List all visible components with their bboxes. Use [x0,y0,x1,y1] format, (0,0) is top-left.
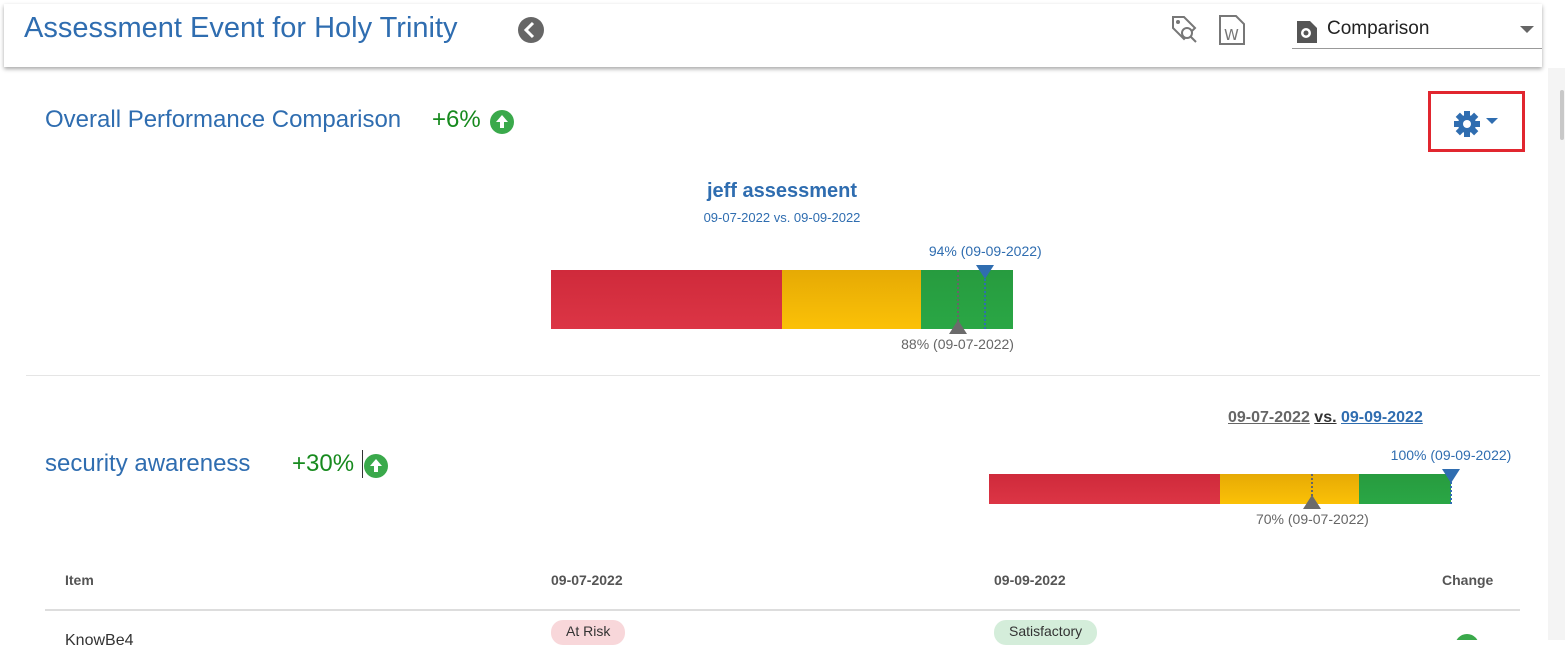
dropdown-icon [1297,21,1317,43]
caret [1520,26,1534,33]
marker-label: 70% (09-07-2022) [1255,511,1369,527]
back-button[interactable] [518,17,546,45]
view-dropdown[interactable]: Comparison [1292,12,1542,49]
comparison-dates: 09-07-2022 vs. 09-09-2022 [1228,409,1423,427]
column-header: Change [1442,572,1494,588]
band-at-risk [989,474,1220,504]
page-title: Assessment Event for Holy Trinity [24,12,458,44]
gauge: 70% (09-07-2022) 100% (09-09-2022) [989,447,1511,527]
band-at-risk [551,270,782,329]
marker-label: 88% (09-07-2022) [901,336,1014,352]
header: Assessment Event for Holy Trinity W Comp… [4,4,1542,67]
column-header: 09-07-2022 [551,572,623,588]
band-satisfactory [920,270,1013,329]
up-icon [364,454,388,478]
divider [26,375,1540,376]
status-pill: At Risk [551,620,626,645]
marker-label: 94% (09-09-2022) [928,243,1042,259]
vs: vs. [1314,409,1337,426]
table-rule [45,609,1520,611]
date-link[interactable]: 09-09-2022 [1341,409,1423,426]
column-header: Item [65,572,94,588]
chart-title: jeff assessment [706,180,858,202]
chart-subtitle: 09-07-2022 vs. 09-09-2022 [703,210,861,225]
band-warning [782,270,921,329]
change-icon [1456,634,1478,640]
change: +6% [432,106,481,133]
scroll-thumb[interactable] [1560,90,1564,140]
highlight-box [1428,91,1525,152]
cell-item: KnowBe4 [65,632,134,649]
scrollbar [1548,68,1565,640]
column-header: 09-09-2022 [994,572,1066,588]
dropdown-value: Comparison [1327,18,1430,39]
tag-search-icon[interactable] [1170,14,1200,44]
marker-label: 100% (09-09-2022) [1390,447,1512,463]
section-title: security awareness [45,450,251,477]
svg-text:W: W [1224,26,1239,44]
band-warning [1220,474,1359,504]
word-export-icon[interactable]: W [1218,14,1246,46]
change: +30% [292,450,364,478]
status-pill: Satisfactory [994,620,1098,645]
band-satisfactory [1358,474,1451,504]
settings-button[interactable] [1454,111,1500,137]
up-icon [490,110,514,134]
gauge: 88% (09-07-2022) 94% (09-09-2022) [551,243,1042,352]
date-link[interactable]: 09-07-2022 [1228,409,1310,426]
section-title: Overall Performance Comparison [45,106,402,133]
